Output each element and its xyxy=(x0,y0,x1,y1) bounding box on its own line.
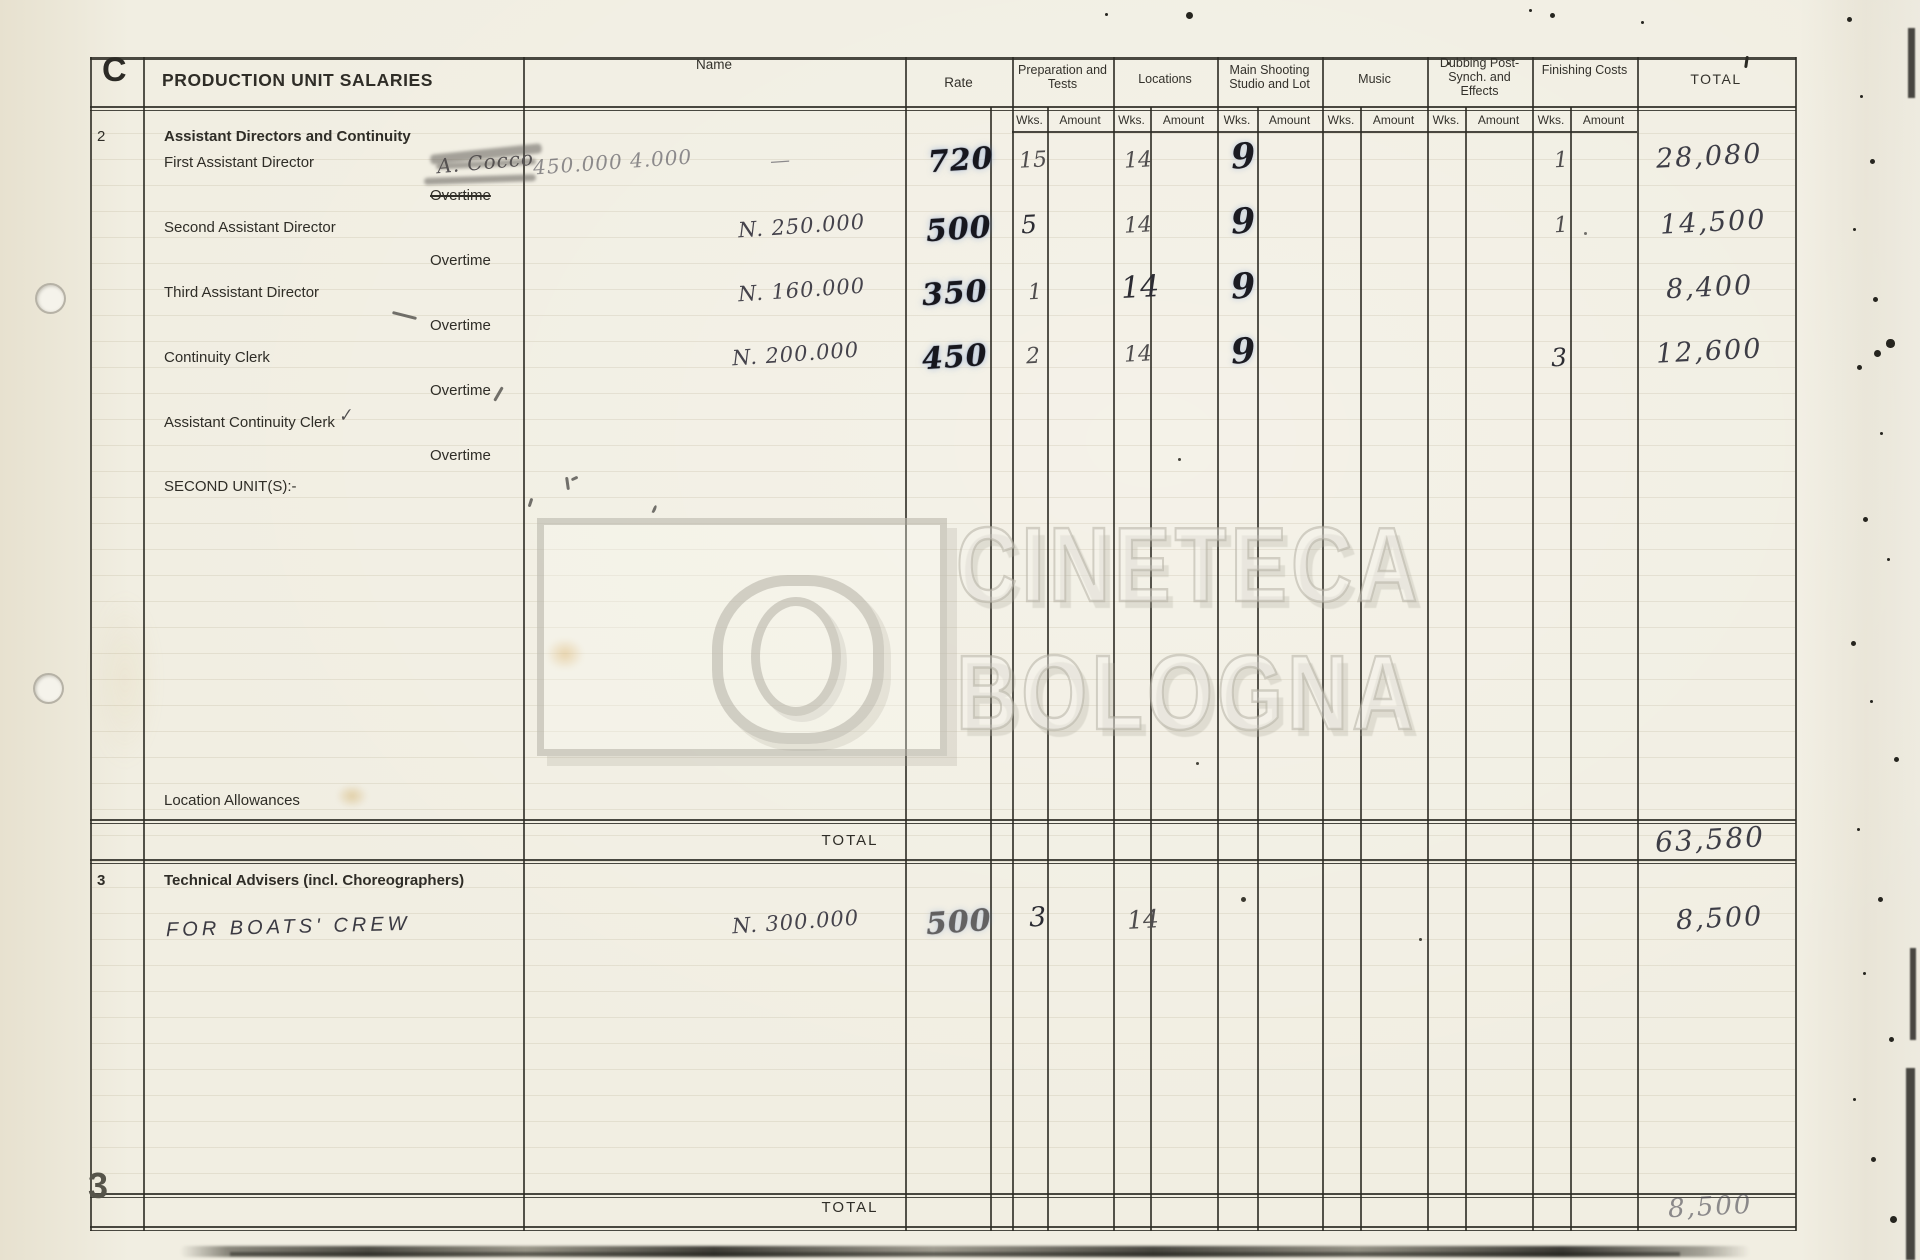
subcol-wks: Wks. xyxy=(1432,113,1460,127)
hw-rate: 450 xyxy=(920,337,989,378)
hw-fin-wks: 3 xyxy=(1550,342,1568,373)
paper-right-shade xyxy=(1800,0,1920,1260)
subcol-wks: Wks. xyxy=(1327,113,1355,127)
row-label-overtime: Overtime xyxy=(430,252,491,269)
row-label-third-assistant-director: Third Assistant Director xyxy=(164,284,320,301)
row-label-first-assistant-director: First Assistant Director xyxy=(164,154,315,171)
hw-prep-wks: 15 xyxy=(1018,147,1048,174)
col-header-rate: Rate xyxy=(944,75,973,90)
hw-rate: 500 xyxy=(924,209,993,250)
hw-main-wks: 9 xyxy=(1229,330,1257,373)
hw-fin-wks: 1 xyxy=(1553,212,1569,239)
hw-loc-wks: 14 xyxy=(1120,269,1161,306)
hw-prep-wks: 2 xyxy=(1025,343,1041,370)
row-label-location-allowances: Location Allowances xyxy=(164,792,300,809)
form-section-letter: C xyxy=(102,51,127,89)
subcol-amount: Amount xyxy=(1582,113,1625,127)
col-header-main-shooting: Main Shooting Studio and Lot xyxy=(1229,63,1310,91)
hw-total: 14,500 xyxy=(1659,204,1768,241)
hw-main-wks: 9 xyxy=(1229,200,1257,243)
hw-rate: 350 xyxy=(920,273,989,314)
row-label-overtime: Overtime xyxy=(430,447,491,464)
page-number: 3 xyxy=(88,1165,109,1206)
hw-dash: — xyxy=(769,147,792,173)
hw-main-wks: 9 xyxy=(1229,135,1257,178)
pencil-dot xyxy=(1584,232,1587,235)
paper-stain xyxy=(90,590,160,770)
section2-heading: Assistant Directors and Continuity xyxy=(164,128,411,145)
section2-number: 2 xyxy=(97,128,106,145)
col-header-total: TOTAL xyxy=(1690,71,1742,87)
section3-total-label: TOTAL xyxy=(821,1199,879,1216)
scan-edge-mark xyxy=(1906,1068,1915,1260)
scan-speckles xyxy=(0,0,3,3)
subcol-amount: Amount xyxy=(1162,113,1205,127)
paper-left-shade xyxy=(0,0,130,1260)
col-header-dubbing: Dubbing Post-Synch. and Effects xyxy=(1439,56,1520,98)
row-label-overtime: Overtime xyxy=(430,317,491,334)
hw-loc-wks: 14 xyxy=(1123,341,1153,368)
row-label-overtime: Overtime xyxy=(430,382,491,399)
row-label-overtime: Overtime xyxy=(430,187,491,204)
subcol-wks: Wks. xyxy=(1537,113,1565,127)
hw-total: 28,080 xyxy=(1655,138,1764,175)
form-title: PRODUCTION UNIT SALARIES xyxy=(162,70,434,90)
subcol-wks: Wks. xyxy=(1223,113,1251,127)
hw-loc-wks: 14 xyxy=(1123,212,1153,239)
scan-edge-mark xyxy=(1910,948,1916,1040)
col-header-music: Music xyxy=(1358,72,1391,86)
paper-stain xyxy=(546,638,584,670)
scan-edge-mark xyxy=(1908,28,1915,98)
hw-rate: 500 xyxy=(924,902,993,943)
subcol-amount: Amount xyxy=(1372,113,1415,127)
col-header-finishing-costs: Finishing Costs xyxy=(1541,63,1628,77)
col-header-preparation-and-tests: Preparation and Tests xyxy=(1018,63,1107,91)
hw-total: 12,600 xyxy=(1655,333,1764,370)
section2-total-value: 63,580 xyxy=(1654,820,1766,859)
section2-total-label: TOTAL xyxy=(821,832,879,849)
row-label-second-assistant-director: Second Assistant Director xyxy=(164,219,336,236)
section3-heading: Technical Advisers (incl. Choreographers… xyxy=(164,872,465,889)
watermark-lens-icon xyxy=(712,575,884,744)
hw-total: 8,400 xyxy=(1665,269,1755,306)
hw-prep-wks: 3 xyxy=(1028,901,1047,934)
scan-bottom-smudge xyxy=(180,1246,1750,1257)
watermark-text-line2: BOLOGNA xyxy=(955,634,1418,752)
subcol-amount: Amount xyxy=(1268,113,1311,127)
hw-loc-wks: 14 xyxy=(1123,147,1153,174)
paper-stain xyxy=(336,784,368,808)
subcol-amount: Amount xyxy=(1059,113,1101,127)
hw-total: 8,500 xyxy=(1675,900,1765,937)
section3-total-value: 8,500 xyxy=(1667,1189,1754,1225)
ledger-guide-lines xyxy=(92,133,1795,1191)
section3-number: 3 xyxy=(97,872,106,889)
col-header-name: Name xyxy=(695,57,732,72)
hw-prep-wks: 5 xyxy=(1020,209,1038,240)
hw-fin-wks: 1 xyxy=(1553,147,1569,174)
subcol-wks: Wks. xyxy=(1016,113,1043,127)
hw-loc-wks: 14 xyxy=(1126,904,1160,935)
watermark-lens-inner-icon xyxy=(751,597,841,716)
hw-main-wks: 9 xyxy=(1229,265,1257,308)
punch-hole xyxy=(33,673,64,704)
row-label-second-units: SECOND UNIT(S):- xyxy=(164,478,297,495)
subcol-amount: Amount xyxy=(1477,113,1520,127)
row-label-assistant-continuity-clerk: Assistant Continuity Clerk xyxy=(164,414,335,431)
scan-bottom-smudge xyxy=(230,1252,1680,1256)
punch-hole xyxy=(35,283,66,314)
hw-prep-wks: 1 xyxy=(1027,279,1043,306)
subcol-wks: Wks. xyxy=(1118,113,1145,127)
row-label-continuity-clerk: Continuity Clerk xyxy=(164,349,270,366)
watermark-text-line1: CINETECA xyxy=(955,506,1422,624)
hw-rate: 720 xyxy=(926,140,995,181)
col-header-locations: Locations xyxy=(1138,72,1192,86)
